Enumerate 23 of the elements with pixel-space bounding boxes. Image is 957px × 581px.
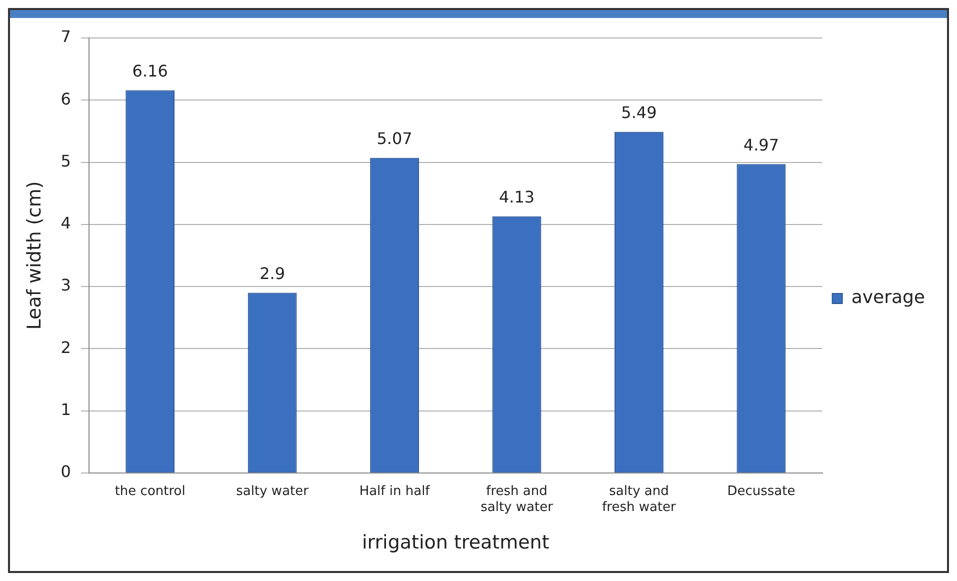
y-tick-label: 3 [60,276,71,295]
x-axis-title: irrigation treatment [362,532,550,554]
legend-label: average [851,287,925,308]
data-label: 6.16 [132,61,168,80]
y-tick-label: 0 [60,462,71,482]
x-tick-label: the control [114,484,186,500]
y-tick-label: 6 [60,89,71,108]
y-tick-label: 4 [60,214,71,233]
x-tick-label: Half in half [359,484,430,500]
data-label: 5.49 [621,102,657,122]
data-label: 2.9 [260,264,286,283]
data-label: 4.13 [498,188,535,207]
y-tick-label: 5 [60,151,71,170]
data-label: 5.07 [376,129,412,148]
y-tick-label: 7 [60,27,71,46]
data-label: 4.97 [743,135,780,154]
y-tick-label: 2 [60,338,71,357]
y-tick-label: 1 [60,400,71,420]
x-tick-label: salty water [236,484,310,500]
x-tick-label: Decussate [727,484,796,500]
x-tick-label: salty and fresh water [602,484,677,515]
y-axis-title: Leaf width (cm) [23,181,46,330]
x-tick-label: fresh and salty water [480,484,554,515]
